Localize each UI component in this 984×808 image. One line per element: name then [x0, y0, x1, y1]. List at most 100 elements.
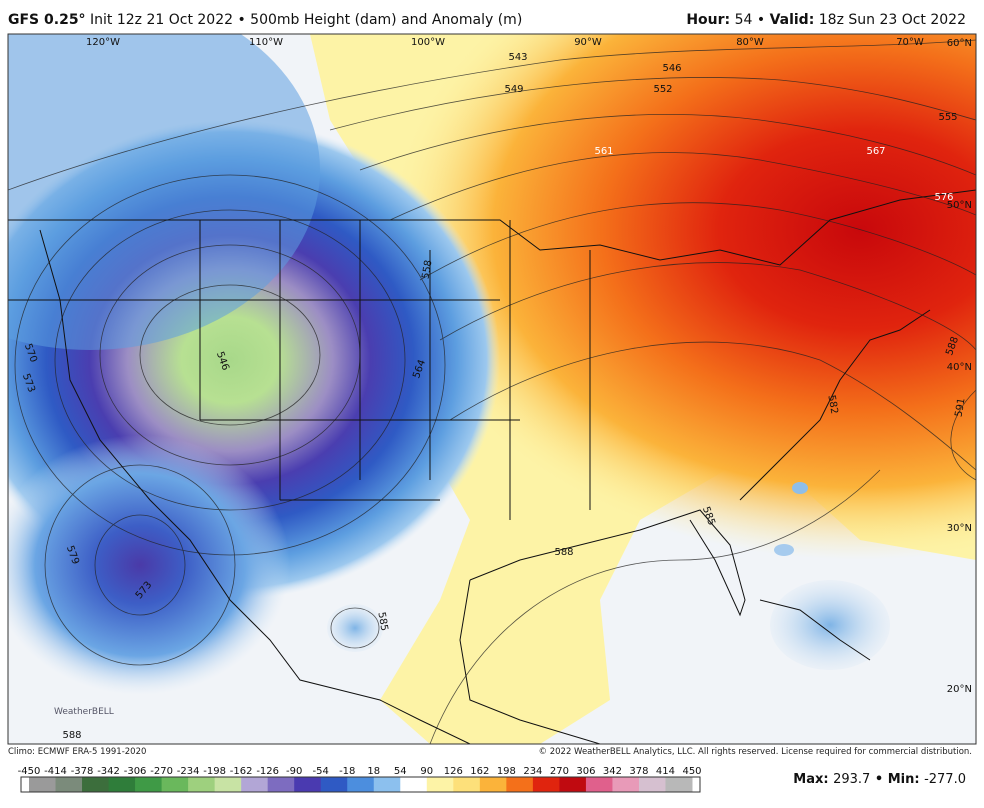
valid-value: 18z Sun 23 Oct 2022: [818, 12, 966, 28]
colorbar-swatch: [638, 777, 666, 792]
colorbar: -450 -414 -378 -342 -306 -270 -234 -198 -162 -126…: [18, 766, 702, 793]
colorbar-tick-label: -54: [313, 766, 329, 777]
contour-label: 561: [594, 146, 613, 157]
climo-note: Climo: ECMWF ERA-5 1991-2020: [8, 747, 147, 757]
colorbar-swatch: [400, 777, 428, 792]
colorbar-swatch: [135, 777, 163, 792]
colorbar-swatch: [665, 777, 693, 792]
colorbar-swatch: [55, 777, 83, 792]
colorbar-tick-label: -162: [230, 766, 253, 777]
colorbar-tick-label: 414: [656, 766, 675, 777]
colorbar-swatch: [320, 777, 348, 792]
colorbar-swatch: [267, 777, 295, 792]
colorbar-tick-label: -270: [150, 766, 173, 777]
colorbar-swatch: [453, 777, 481, 792]
longitude-label: 70°W: [896, 37, 924, 48]
latitude-label: 20°N: [947, 684, 972, 695]
max-label: Max:: [793, 772, 829, 787]
colorbar-tick-label: -306: [124, 766, 147, 777]
map-frame: [7, 33, 977, 745]
colorbar-tick-label: -18: [339, 766, 355, 777]
contour-label: 555: [938, 112, 957, 123]
colorbar-swatch: [161, 777, 189, 792]
copyright: © 2022 WeatherBELL Analytics, LLC. All r…: [538, 747, 972, 757]
map-labels: 120°W 110°W 100°W 90°W 80°W 70°W 60°N 50°N 40°N 3…: [20, 37, 972, 741]
colorbar-tick-label: 378: [629, 766, 648, 777]
colorbar-tick-label: 54: [394, 766, 407, 777]
colorbar-tick-label: 198: [497, 766, 516, 777]
colorbar-tick-label: -414: [44, 766, 67, 777]
latitude-label: 30°N: [947, 523, 972, 534]
colorbar-swatch: [426, 777, 454, 792]
colorbar-swatch: [108, 777, 136, 792]
latitude-label: 40°N: [947, 362, 972, 373]
colorbar-swatch: [532, 777, 560, 792]
contour-label: 591: [953, 397, 967, 418]
colorbar-swatch: [506, 777, 534, 792]
colorbar-tick-label: 342: [603, 766, 622, 777]
colorbar-swatch: [82, 777, 110, 792]
colorbar-swatch: [347, 777, 375, 792]
colorbar-tick-label: -198: [203, 766, 226, 777]
model-name: GFS 0.25°: [8, 12, 86, 28]
valid-label: Valid:: [769, 12, 815, 28]
colorbar-swatch: [294, 777, 322, 792]
colorbar-tick-label: -378: [71, 766, 94, 777]
contour-label: 567: [866, 146, 885, 157]
contour-label: 549: [504, 84, 523, 95]
min-label: Min:: [887, 772, 920, 787]
longitude-label: 100°W: [411, 37, 445, 48]
longitude-label: 120°W: [86, 37, 120, 48]
colorbar-swatch: [373, 777, 401, 792]
colorbar-swatch: [214, 777, 242, 792]
colorbar-frame: [20, 776, 701, 793]
colorbar-swatch: [188, 777, 216, 792]
colorbar-tick-label: 270: [550, 766, 569, 777]
contour-label: 588: [62, 730, 81, 741]
min-value: -277.0: [924, 772, 966, 787]
colorbar-tick-label: 162: [470, 766, 489, 777]
colorbar-tick-label: -234: [177, 766, 200, 777]
colorbar-tick-label: -126: [256, 766, 279, 777]
header-right: Hour: 54 • Valid: 18z Sun 23 Oct 2022: [686, 12, 966, 28]
contour-label: 552: [653, 84, 672, 95]
colorbar-tick-label: 306: [576, 766, 595, 777]
contour-label: 582: [825, 394, 839, 415]
colorbar-tick-label: 450: [682, 766, 701, 777]
colorbar-swatch: [559, 777, 587, 792]
colorbar-swatch: [479, 777, 507, 792]
header-left: GFS 0.25° Init 12z 21 Oct 2022 • 500mb H…: [8, 12, 522, 28]
contour-label: 558: [420, 259, 434, 280]
colorbar-swatch: [612, 777, 640, 792]
latitude-label: 60°N: [947, 38, 972, 49]
contour-label: 576: [934, 192, 953, 203]
separator: •: [874, 772, 884, 787]
colorbar-swatch: [585, 777, 613, 792]
hour-value: 54 •: [734, 12, 766, 28]
colorbar-tick-label: 90: [420, 766, 433, 777]
colorbar-tick-label: -90: [286, 766, 302, 777]
max-value: 293.7: [833, 772, 871, 787]
header-description: Init 12z 21 Oct 2022 • 500mb Height (dam…: [90, 12, 523, 28]
max-min: Max: 293.7 • Min: -277.0: [793, 772, 966, 787]
colorbar-tick-label: 234: [523, 766, 542, 777]
contour-label: 543: [508, 52, 527, 63]
colorbar-tick-label: -342: [97, 766, 120, 777]
logo: WeatherBELL: [54, 707, 114, 717]
colorbar-tick-label: 18: [367, 766, 380, 777]
colorbar-swatch: [29, 777, 57, 792]
contour-label: 588: [554, 547, 573, 558]
map-field: [8, 34, 976, 744]
colorbar-tick-label: -450: [18, 766, 41, 777]
latitude-label: 50°N: [947, 200, 972, 211]
contour-label: 585: [375, 611, 389, 632]
colorbar-tick-label: 126: [444, 766, 463, 777]
hour-label: Hour:: [686, 12, 731, 28]
longitude-label: 80°W: [736, 37, 764, 48]
colorbar-swatch: [241, 777, 269, 792]
longitude-label: 90°W: [574, 37, 602, 48]
contour-label: 546: [662, 63, 681, 74]
longitude-label: 110°W: [249, 37, 283, 48]
